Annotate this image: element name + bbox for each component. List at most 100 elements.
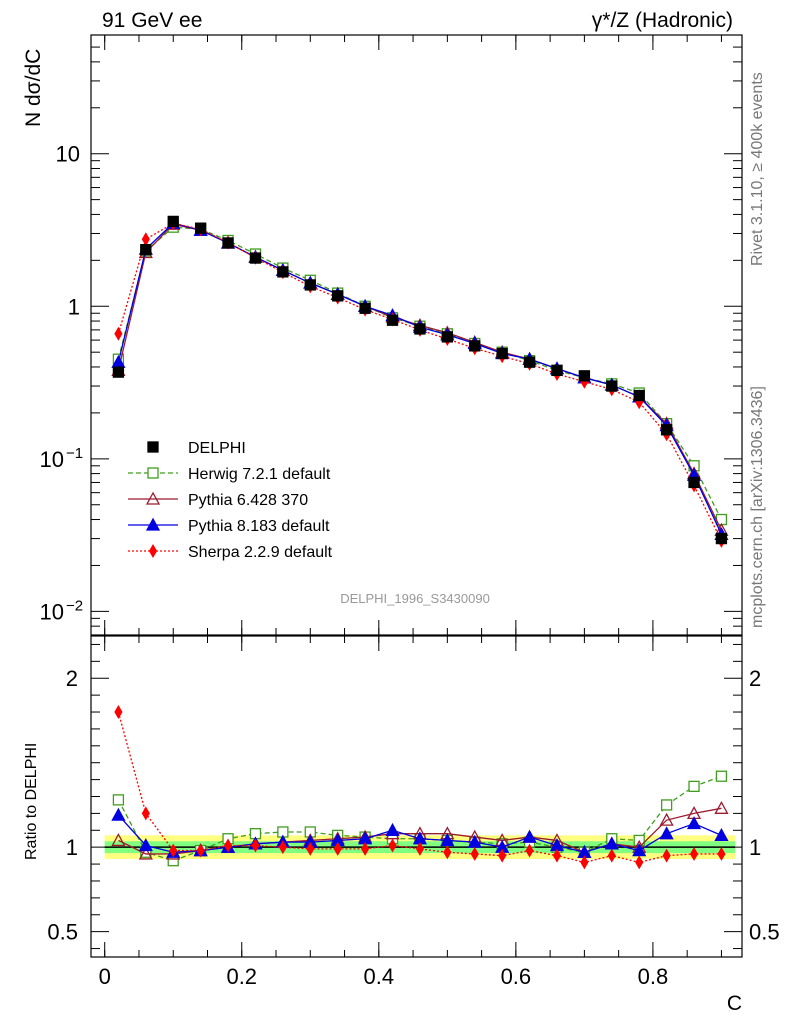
legend: DELPHI Herwig 7.2.1 default Pythia 6.428 3… bbox=[128, 440, 333, 561]
legend-label: Herwig 7.2.1 default bbox=[188, 466, 331, 483]
ratio-y-tick-label-right: 1 bbox=[749, 835, 761, 860]
pythia8-ratio-point bbox=[138, 838, 153, 852]
sherpa-ratio-point bbox=[333, 841, 342, 856]
data-point bbox=[249, 252, 262, 264]
data-point bbox=[222, 237, 234, 249]
legend-entry-sherpa: Sherpa 2.2.9 default bbox=[128, 544, 333, 561]
data-point bbox=[112, 366, 125, 378]
pythia8-ratio-point bbox=[111, 807, 126, 821]
data-point bbox=[496, 347, 508, 360]
data-point bbox=[441, 331, 453, 343]
sherpa-ratio-point bbox=[306, 841, 315, 856]
pythia6-ratio-point bbox=[111, 833, 126, 847]
sherpa-ratio-point bbox=[525, 843, 534, 858]
plot-title-left: 91 GeV ee bbox=[102, 9, 202, 32]
mcplots-label: mcplots.cern.ch [arXiv:1306.3436] bbox=[749, 386, 766, 628]
plot-title-right: γ*/Z (Hadronic) bbox=[592, 9, 733, 32]
data-point bbox=[578, 370, 591, 382]
legend-marker bbox=[147, 467, 159, 479]
sherpa-ratio-point bbox=[114, 705, 123, 720]
pythia8-ratio-point bbox=[385, 822, 400, 836]
x-tick-label: 0.2 bbox=[226, 964, 257, 989]
sherpa-ratio-point bbox=[141, 806, 150, 821]
herwig-ratio-point bbox=[688, 780, 700, 793]
ratio-plot: 2 2 1 1 0.5 0.5 0 0.2 0.4 0.6 0.8 bbox=[47, 635, 780, 989]
rivet-label: Rivet 3.1.10, ≥ 400k events bbox=[749, 72, 766, 266]
legend-marker bbox=[147, 441, 159, 453]
main-frame bbox=[90, 34, 743, 636]
data-point bbox=[660, 424, 673, 436]
sherpa-ratio-point bbox=[635, 855, 644, 870]
legend-label: DELPHI bbox=[188, 440, 246, 457]
sherpa-ratio-point bbox=[580, 855, 589, 870]
ratio-y-tick-label: 2 bbox=[66, 666, 78, 691]
pythia8-ratio-point bbox=[659, 826, 674, 840]
ratio-y-tick-label: 1 bbox=[66, 835, 78, 860]
x-tick-label: 0.6 bbox=[501, 964, 532, 989]
sherpa-point bbox=[114, 326, 123, 341]
herwig-ratio-point bbox=[112, 794, 125, 806]
x-tick-label: 0.4 bbox=[364, 964, 395, 989]
legend-entry-data: DELPHI bbox=[147, 440, 246, 457]
data-point bbox=[304, 279, 316, 291]
data-point bbox=[469, 340, 481, 352]
ratio-y-tick-label-right: 0.5 bbox=[749, 920, 780, 945]
legend-entry-pythia8: Pythia 8.183 default bbox=[128, 517, 330, 535]
ratio-y-tick-label-right: 2 bbox=[749, 666, 761, 691]
herwig-ratio-point bbox=[660, 799, 673, 811]
sherpa-ratio-point bbox=[470, 846, 479, 861]
y-tick-label: 10 bbox=[56, 142, 80, 167]
sherpa-ratio-line bbox=[117, 711, 722, 864]
sherpa-ratio-point bbox=[169, 843, 178, 858]
pythia6-ratio-point bbox=[714, 800, 729, 814]
sherpa-ratio-point bbox=[361, 841, 370, 856]
sherpa-ratio-point bbox=[223, 838, 233, 853]
y-tick-label-exponent: −1 bbox=[66, 445, 83, 462]
sherpa-ratio-point bbox=[662, 848, 671, 863]
data-point bbox=[332, 290, 344, 302]
pythia8-ratio-point bbox=[686, 816, 702, 830]
data-point bbox=[194, 222, 207, 234]
legend-entry-herwig: Herwig 7.2.1 default bbox=[128, 466, 331, 483]
sherpa-ratio-point bbox=[443, 845, 452, 860]
pythia8-line bbox=[117, 222, 723, 535]
data-point bbox=[551, 364, 563, 377]
data-point bbox=[359, 302, 371, 314]
y-tick-label-exponent: −2 bbox=[66, 597, 83, 614]
legend-label: Sherpa 2.2.9 default bbox=[188, 544, 333, 561]
ratio-ylabel: Ratio to DELPHI bbox=[23, 743, 40, 860]
sherpa-ratio-point bbox=[251, 838, 260, 853]
legend-label: Pythia 6.428 370 bbox=[188, 492, 308, 509]
x-tick-label: 0.8 bbox=[638, 964, 669, 989]
main-ylabel: N dσ/dC bbox=[22, 49, 45, 127]
sherpa-ratio-point bbox=[278, 840, 287, 855]
sherpa-ratio-point bbox=[388, 838, 397, 853]
sherpa-ratio-point bbox=[689, 846, 699, 861]
pythia6-ratio-point bbox=[138, 846, 153, 860]
sherpa-ratio-point bbox=[196, 843, 205, 858]
data-point bbox=[140, 244, 152, 256]
data-point bbox=[167, 215, 179, 228]
xlabel: C bbox=[727, 992, 742, 1015]
analysis-watermark: DELPHI_1996_S3430090 bbox=[340, 591, 490, 606]
data-point bbox=[414, 323, 426, 335]
series-pythia6 bbox=[111, 216, 729, 536]
ratio-y-tick-label: 0.5 bbox=[47, 920, 78, 945]
data-point bbox=[688, 476, 700, 489]
legend-marker bbox=[148, 544, 158, 558]
series-data bbox=[112, 215, 728, 545]
data-point bbox=[633, 389, 645, 402]
pythia8-ratio-point bbox=[714, 828, 729, 842]
series-pythia8 bbox=[111, 215, 729, 540]
ratio-frame bbox=[90, 635, 743, 958]
pythia6-ratio-point bbox=[659, 812, 674, 826]
pythia6-line bbox=[117, 223, 723, 531]
data-point bbox=[606, 380, 618, 392]
herwig-ratio-point bbox=[715, 770, 728, 782]
data-point bbox=[715, 532, 728, 545]
legend-marker bbox=[145, 491, 161, 505]
legend-label: Pythia 8.183 default bbox=[188, 518, 330, 535]
sherpa-ratio-point bbox=[552, 848, 562, 863]
x-tick-label: 0 bbox=[99, 964, 111, 989]
